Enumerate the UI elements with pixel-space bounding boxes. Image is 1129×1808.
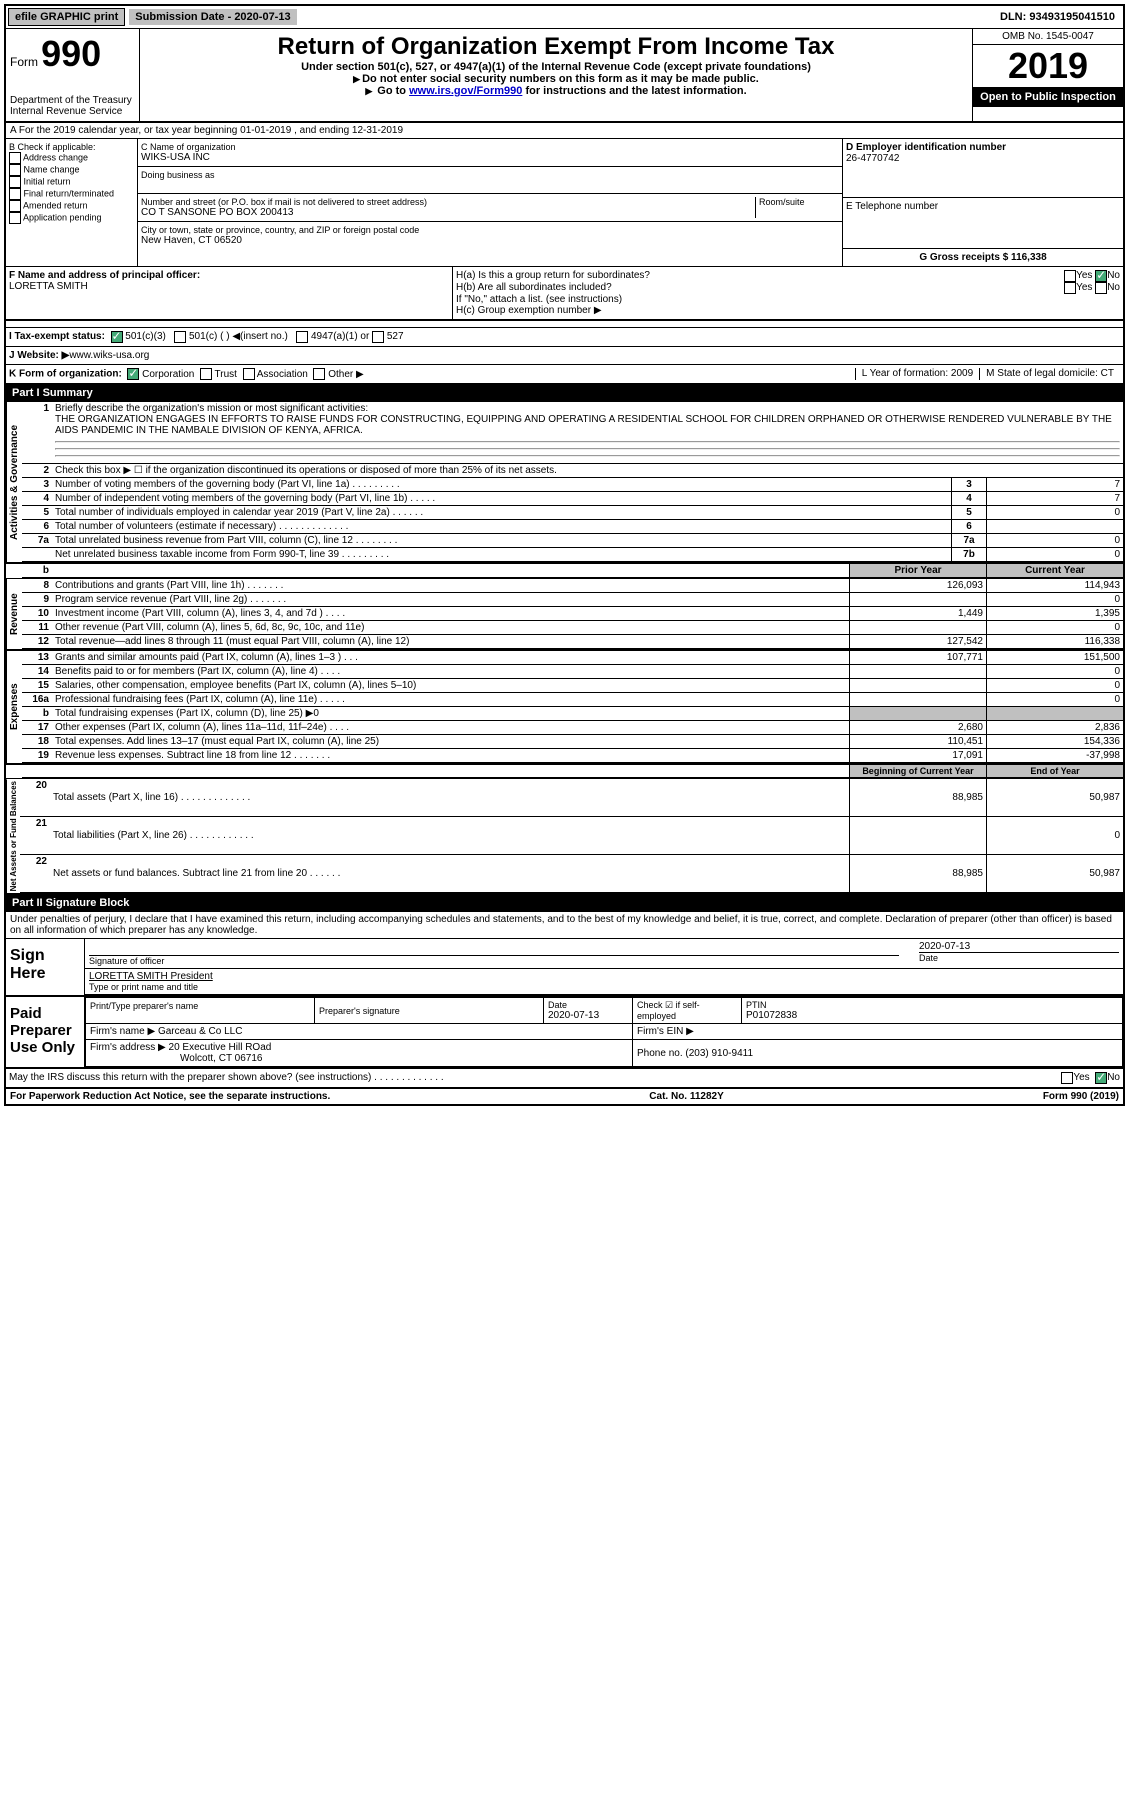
summary-row: bTotal fundraising expenses (Part IX, co…: [22, 707, 1123, 721]
discuss-yes-checkbox[interactable]: [1061, 1072, 1073, 1084]
part-1-header: Part I Summary: [6, 385, 1123, 402]
summary-row: 14Benefits paid to or for members (Part …: [22, 665, 1123, 679]
box-c: C Name of organization WIKS-USA INC Doin…: [138, 139, 843, 266]
discuss-no-checkbox[interactable]: [1095, 1072, 1107, 1084]
mission-text: THE ORGANIZATION ENGAGES IN EFFORTS TO R…: [55, 414, 1112, 436]
box-h: H(a) Is this a group return for subordin…: [453, 267, 1123, 319]
summary-row: 16aProfessional fundraising fees (Part I…: [22, 693, 1123, 707]
box-f: F Name and address of principal officer:…: [6, 267, 453, 319]
website-url: www.wiks-usa.org: [69, 350, 149, 361]
firm-phone: Phone no. (203) 910-9411: [633, 1040, 1123, 1067]
org-address: CO T SANSONE PO BOX 200413: [141, 207, 755, 218]
paid-preparer-label: Paid Preparer Use Only: [6, 997, 85, 1067]
officer-name: LORETTA SMITH: [9, 281, 449, 292]
summary-row: 3Number of voting members of the governi…: [22, 478, 1123, 492]
form-label: Form: [10, 55, 38, 69]
checkbox-option: Amended return: [9, 200, 134, 212]
checkbox-option: Final return/terminated: [9, 188, 134, 200]
501c3-checkbox[interactable]: [111, 331, 123, 343]
box-b: B Check if applicable: Address change Na…: [6, 139, 138, 266]
sign-date: 2020-07-13: [919, 941, 1119, 952]
summary-row: 20Total assets (Part X, line 16) . . . .…: [20, 779, 1123, 816]
subtitle-3: Go to www.irs.gov/Form990 for instructio…: [144, 85, 968, 97]
box-d-e-g: D Employer identification number 26-4770…: [843, 139, 1123, 266]
department: Department of the Treasury Internal Reve…: [10, 95, 135, 117]
checkbox-option: Initial return: [9, 176, 134, 188]
inspection-badge: Open to Public Inspection: [973, 87, 1123, 107]
summary-row: 8Contributions and grants (Part VIII, li…: [22, 579, 1123, 593]
summary-row: 22Net assets or fund balances. Subtract …: [20, 854, 1123, 892]
footer-right: Form 990 (2019): [1043, 1091, 1119, 1102]
checkbox-option: Name change: [9, 164, 134, 176]
row-i: I Tax-exempt status: 501(c)(3) 501(c) ( …: [6, 328, 1123, 347]
form-title: Return of Organization Exempt From Incom…: [144, 33, 968, 61]
org-name: WIKS-USA INC: [141, 152, 839, 163]
row-j: J Website: ▶ www.wiks-usa.org: [6, 347, 1123, 365]
part-2-header: Part II Signature Block: [6, 895, 1123, 912]
ha-yes-checkbox[interactable]: [1064, 270, 1076, 282]
summary-row: 18Total expenses. Add lines 13–17 (must …: [22, 735, 1123, 749]
checkbox-option: Address change: [9, 152, 134, 164]
summary-row: 7aTotal unrelated business revenue from …: [22, 534, 1123, 548]
footer-left: For Paperwork Reduction Act Notice, see …: [10, 1091, 330, 1102]
form-number: 990: [41, 33, 101, 74]
hb-no-checkbox[interactable]: [1095, 282, 1107, 294]
vlabel-expenses: Expenses: [6, 651, 22, 763]
vlabel-netassets: Net Assets or Fund Balances: [6, 779, 20, 893]
irs-link[interactable]: www.irs.gov/Form990: [409, 85, 522, 97]
top-toolbar: efile GRAPHIC print Submission Date - 20…: [6, 6, 1123, 29]
sign-here-label: Sign Here: [6, 939, 85, 995]
ptin: P01072838: [746, 1010, 1118, 1021]
summary-row: 11Other revenue (Part VIII, column (A), …: [22, 621, 1123, 635]
summary-row: 13Grants and similar amounts paid (Part …: [22, 651, 1123, 665]
dln: DLN: 93493195041510: [1000, 11, 1121, 23]
efile-print-button[interactable]: efile GRAPHIC print: [8, 8, 125, 26]
officer-signature: LORETTA SMITH President: [89, 971, 1119, 982]
footer-center: Cat. No. 11282Y: [649, 1091, 723, 1102]
org-city: New Haven, CT 06520: [141, 235, 839, 246]
declaration: Under penalties of perjury, I declare th…: [6, 912, 1123, 939]
firm-name: Garceau & Co LLC: [158, 1026, 243, 1037]
vlabel-revenue: Revenue: [6, 579, 22, 649]
subtitle-2: Do not enter social security numbers on …: [144, 73, 968, 85]
summary-row: 5Total number of individuals employed in…: [22, 506, 1123, 520]
vlabel-governance: Activities & Governance: [6, 402, 22, 562]
summary-row: 15Salaries, other compensation, employee…: [22, 679, 1123, 693]
checkbox-option: Application pending: [9, 212, 134, 224]
summary-row: 19Revenue less expenses. Subtract line 1…: [22, 749, 1123, 763]
tax-year: 2019: [973, 45, 1123, 87]
summary-row: 17Other expenses (Part IX, column (A), l…: [22, 721, 1123, 735]
subtitle-1: Under section 501(c), 527, or 4947(a)(1)…: [144, 61, 968, 73]
row-a: A For the 2019 calendar year, or tax yea…: [6, 123, 1123, 139]
summary-row: 6Total number of volunteers (estimate if…: [22, 520, 1123, 534]
summary-row: 9Program service revenue (Part VIII, lin…: [22, 593, 1123, 607]
hb-yes-checkbox[interactable]: [1064, 282, 1076, 294]
ein: 26-4770742: [846, 153, 1120, 164]
summary-row: 4Number of independent voting members of…: [22, 492, 1123, 506]
summary-row: Net unrelated business taxable income fr…: [22, 548, 1123, 562]
row-k: K Form of organization: Corporation Trus…: [6, 365, 1123, 385]
ha-no-checkbox[interactable]: [1095, 270, 1107, 282]
summary-row: 10Investment income (Part VIII, column (…: [22, 607, 1123, 621]
discuss-row: May the IRS discuss this return with the…: [6, 1069, 1123, 1089]
summary-row: 21Total liabilities (Part X, line 26) . …: [20, 816, 1123, 854]
submission-date: Submission Date - 2020-07-13: [129, 9, 296, 25]
summary-row: 12Total revenue—add lines 8 through 11 (…: [22, 635, 1123, 649]
gross-receipts: G Gross receipts $ 116,338: [843, 249, 1123, 266]
omb-number: OMB No. 1545-0047: [973, 29, 1123, 45]
